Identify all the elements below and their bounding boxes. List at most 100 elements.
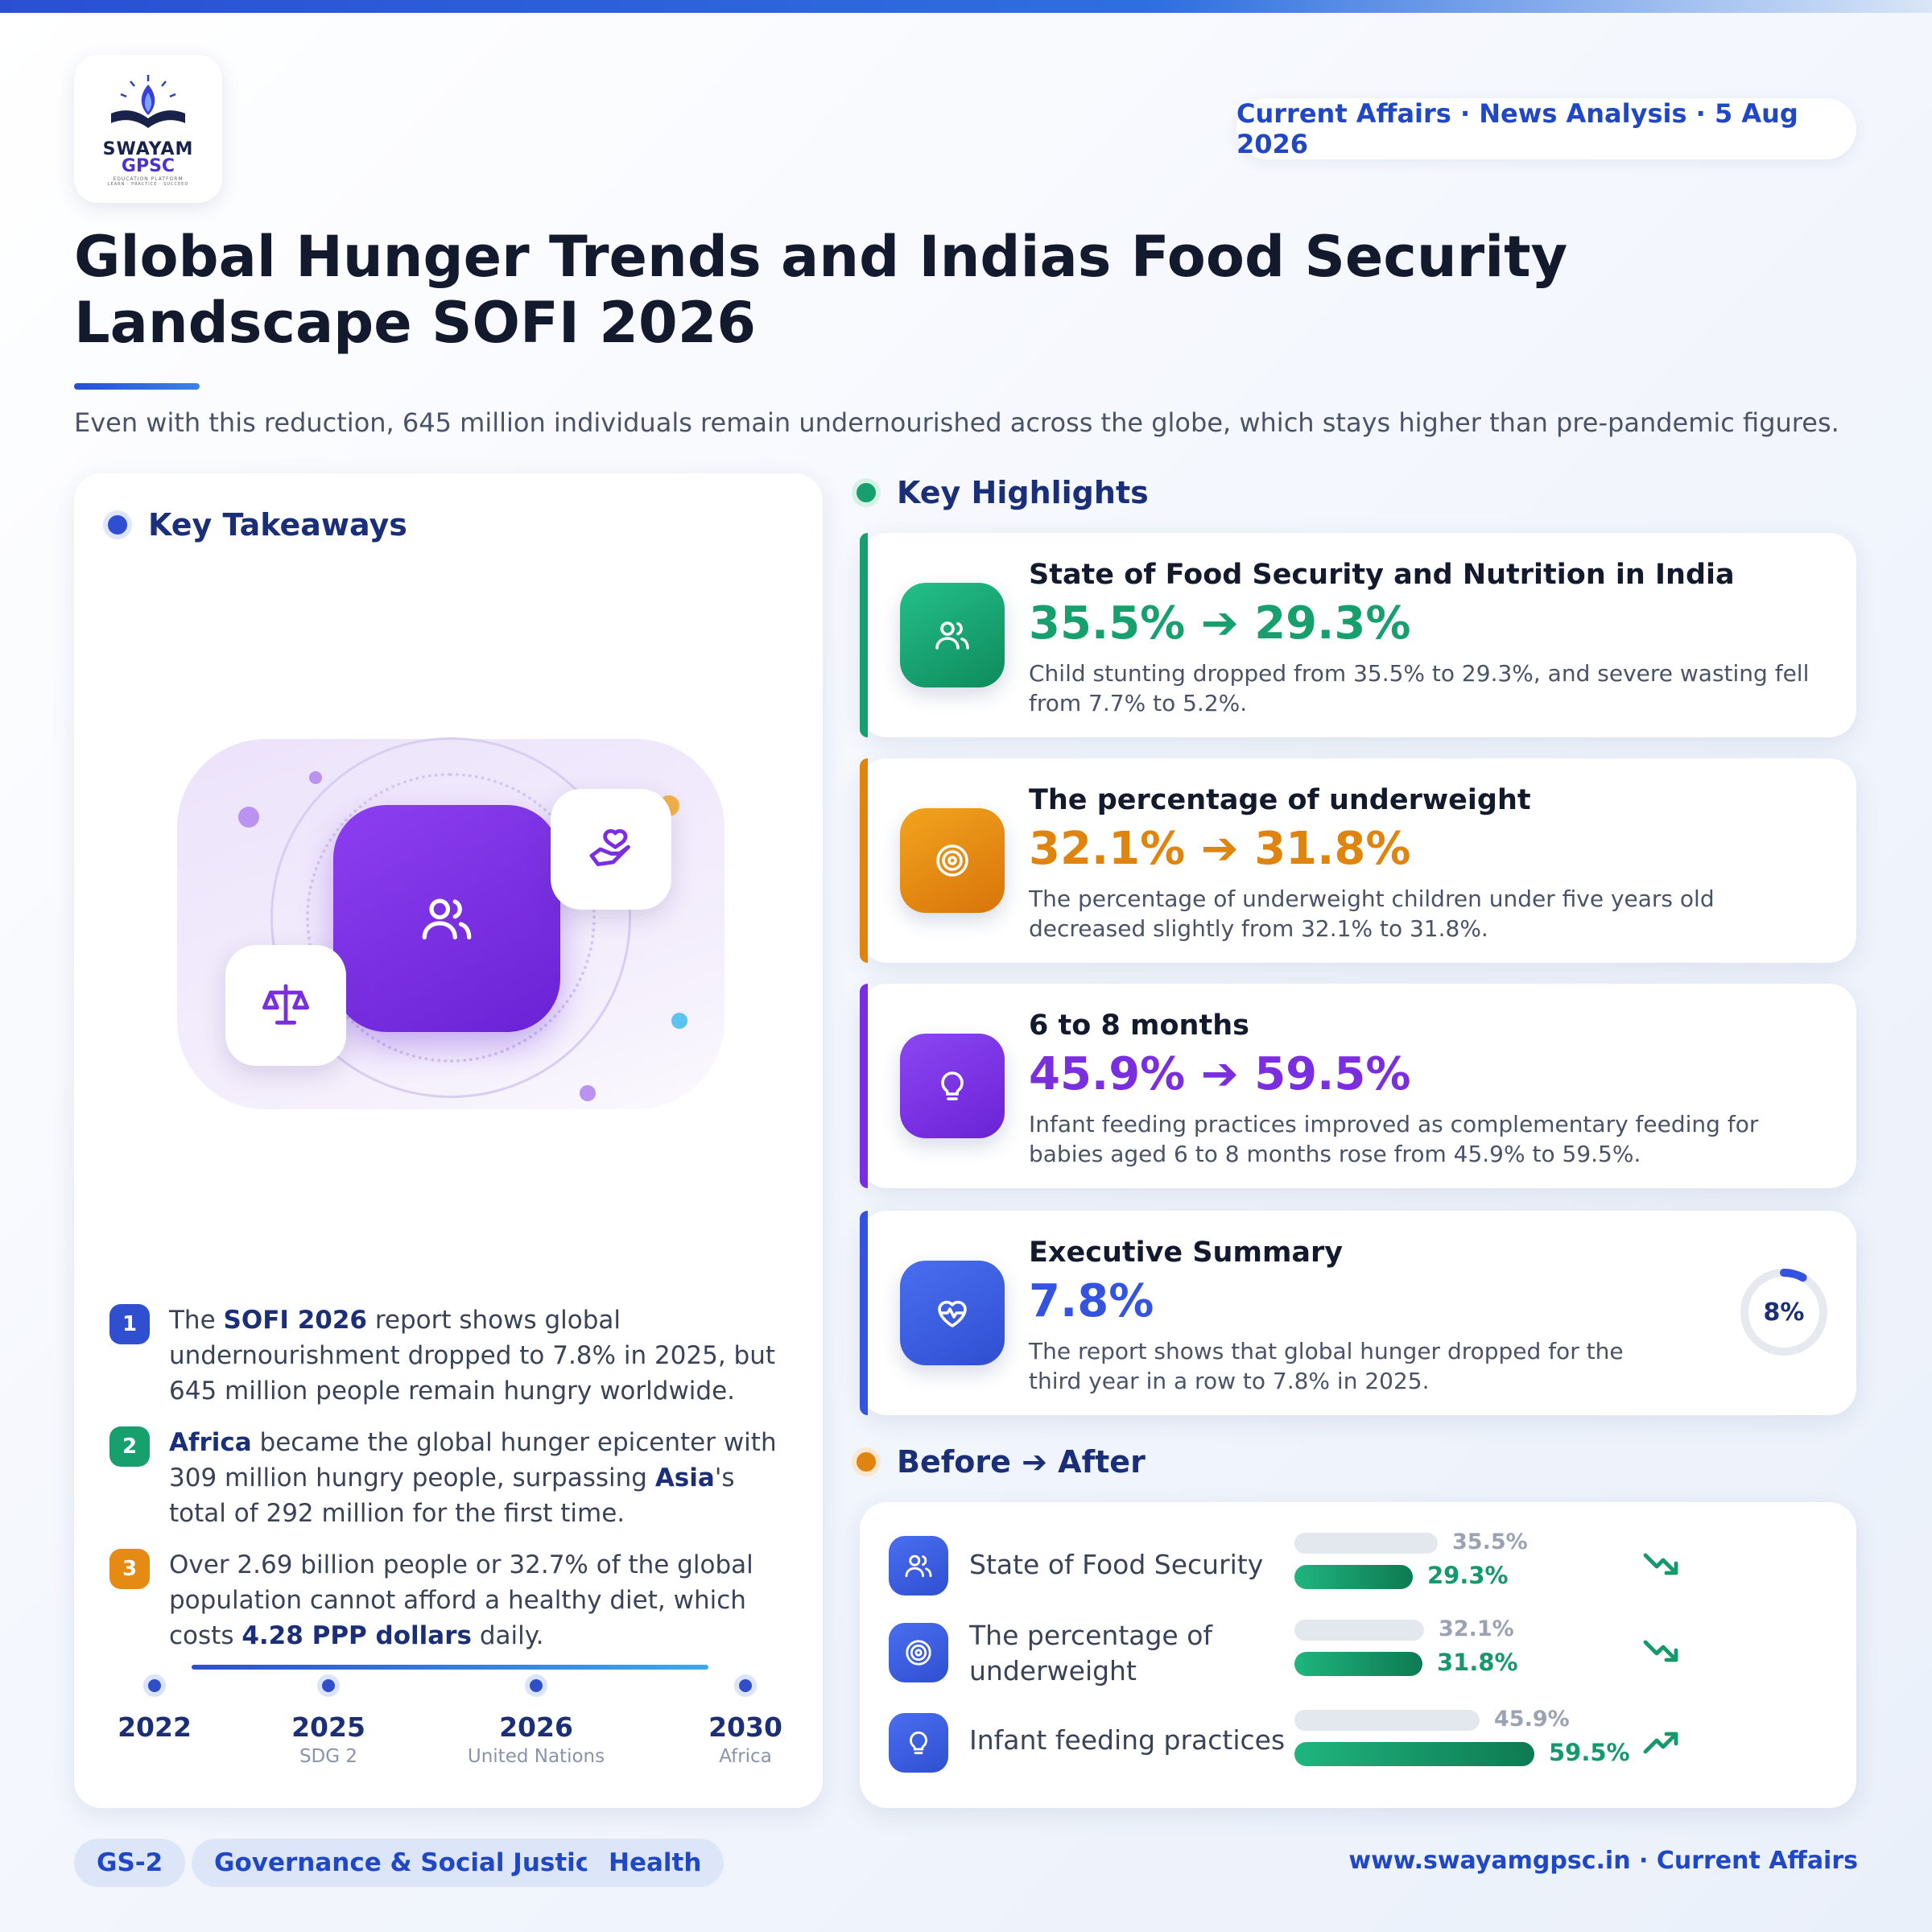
heading-text: Key Highlights — [897, 475, 1149, 510]
before-bar — [1294, 1710, 1480, 1731]
logo-word-gpsc: GPSC — [121, 155, 175, 176]
accent-bar — [860, 1211, 868, 1415]
text-segment: 's total of 292 million for the first ti… — [169, 1463, 735, 1528]
timeline-line — [192, 1665, 708, 1670]
number-badge: 3 — [109, 1549, 150, 1589]
timeline-item: 2025 SDG 2 — [248, 1674, 409, 1767]
highlight-description: Child stunting dropped from 35.5% to 29.… — [1029, 660, 1810, 716]
takeaway-text: The SOFI 2026 report shows global undern… — [169, 1302, 794, 1409]
text-segment: Over 2.69 billion people or 32.7% of the… — [169, 1550, 753, 1650]
highlight-icon-tile — [900, 583, 1005, 687]
after-value-label: 59.5% — [1549, 1739, 1630, 1766]
hand-heart-icon — [589, 829, 630, 867]
confetti-dot — [309, 771, 322, 784]
timeline-year: 2030 — [708, 1711, 782, 1743]
timeline-item: 2026 United Nations — [456, 1674, 617, 1767]
top-accent-bar — [0, 0, 1932, 13]
number-badge: 2 — [109, 1426, 150, 1467]
highlight-title: Executive Summary — [1029, 1236, 1344, 1269]
before-value-label: 45.9% — [1494, 1707, 1570, 1732]
text-segment: report shows global undernourishment dro… — [169, 1306, 776, 1406]
highlight-value: 45.9% ➔ 59.5% — [1029, 1048, 1411, 1100]
heart-pulse-icon — [938, 1300, 967, 1327]
confetti-dot — [238, 807, 259, 828]
confetti-dot — [671, 1013, 687, 1029]
tag-chip[interactable]: Governance & Social Justice — [192, 1839, 630, 1887]
bold-term: SOFI 2026 — [223, 1306, 367, 1335]
highlight-title: State of Food Security and Nutrition in … — [1029, 559, 1735, 591]
highlight-description: The percentage of underweight children u… — [1029, 886, 1715, 942]
highlight-value: 7.8% — [1029, 1275, 1154, 1327]
text-segment: The — [169, 1306, 224, 1335]
timeline-item: 2030 Africa — [665, 1674, 826, 1767]
scales-icon — [262, 984, 310, 1025]
accent-bar — [860, 533, 868, 737]
highlight-icon-tile — [900, 1034, 1005, 1138]
lightbulb-icon — [941, 1071, 964, 1100]
trend-down-icon — [1643, 1640, 1678, 1662]
page-title: Global Hunger Trends and Indias Food Sec… — [74, 224, 1568, 356]
timeline-dot — [317, 1674, 340, 1697]
heading-text: Before ➔ After — [897, 1444, 1146, 1480]
website-link[interactable]: www.swayamgpsc.in · Current Affairs — [1348, 1847, 1858, 1875]
users-icon — [905, 1554, 932, 1578]
users-icon — [935, 621, 969, 650]
book-flame-icon — [111, 74, 185, 128]
timeline-dot — [143, 1674, 166, 1697]
trend-up-icon — [1643, 1732, 1678, 1754]
confetti-dot — [580, 1085, 596, 1101]
accent-bar — [860, 984, 868, 1188]
row-label: State of Food Security — [969, 1549, 1264, 1580]
people-tile — [333, 805, 560, 1032]
before-after-card: State of Food Security The percentage of… — [860, 1502, 1856, 1808]
after-bar — [1294, 1652, 1422, 1676]
row-icon-tile — [889, 1713, 948, 1773]
highlight-description: Infant feeding practices improved as com… — [1029, 1111, 1759, 1167]
key-takeaways-card: Key Takeaways 1 The SOFI 2026 report sho… — [74, 473, 823, 1808]
text-segment: daily. — [471, 1621, 544, 1650]
lightbulb-icon — [910, 1731, 927, 1755]
highlight-title: The percentage of underweight — [1029, 784, 1531, 816]
comparison-row: State of Food Security — [889, 1533, 1839, 1597]
highlight-title: 6 to 8 months — [1029, 1009, 1249, 1042]
logo-tagline: EDUCATION PLATFORM — [113, 175, 184, 182]
timeline-label: Africa — [719, 1746, 772, 1767]
bold-term: Asia — [654, 1463, 715, 1492]
highlight-icon-tile — [900, 1261, 1005, 1365]
trend-down-icon — [1643, 1553, 1678, 1575]
bullet-dot — [857, 1452, 876, 1472]
orbit-ring-dotted — [306, 773, 596, 1063]
comparison-row: Infant feeding practices — [889, 1710, 1839, 1774]
before-bar — [1294, 1620, 1424, 1641]
key-takeaways-heading: Key Takeaways — [108, 507, 407, 543]
timeline-year: 2026 — [499, 1711, 573, 1743]
takeaway-item: 3 Over 2.69 billion people or 32.7% of t… — [109, 1547, 794, 1653]
highlight-description: The report shows that global hunger drop… — [1029, 1338, 1624, 1394]
gauge-fill — [1740, 1269, 1827, 1356]
timeline-dot — [525, 1674, 547, 1697]
category-date-pill: Current Affairs · News Analysis · 5 Aug … — [1236, 98, 1856, 159]
timeline-year: 2022 — [118, 1711, 192, 1743]
after-bar — [1294, 1565, 1413, 1589]
tag-chip[interactable]: GS-2 — [74, 1839, 186, 1887]
highlight-icon-tile — [900, 808, 1005, 913]
tag-chip[interactable]: Health — [586, 1839, 724, 1887]
timeline-item: 2022 — [74, 1674, 235, 1746]
highlight-value: 35.5% ➔ 29.3% — [1029, 597, 1411, 650]
comparison-row: The percentage of underweight — [889, 1620, 1839, 1686]
heading-text: Key Takeaways — [148, 507, 407, 543]
after-value-label: 29.3% — [1427, 1562, 1509, 1589]
logo-word-swayam: SWAYAM — [102, 138, 194, 159]
gauge-label: 8% — [1764, 1298, 1805, 1327]
title-underline — [74, 383, 200, 390]
row-icon-tile — [889, 1623, 948, 1682]
before-after-heading: Before ➔ After — [857, 1444, 1146, 1480]
highlight-card: State of Food Security and Nutrition in … — [860, 533, 1856, 737]
after-bar — [1294, 1742, 1534, 1766]
logo-motto: LEARN · PRACTICE · SUCCEED — [107, 181, 189, 187]
helping-hand-tile — [551, 789, 671, 910]
bullet-dot — [857, 483, 876, 502]
target-icon — [906, 1640, 931, 1666]
timeline-label: SDG 2 — [299, 1746, 358, 1767]
highlight-card: Executive Summary 7.8% The report shows … — [860, 1211, 1856, 1415]
